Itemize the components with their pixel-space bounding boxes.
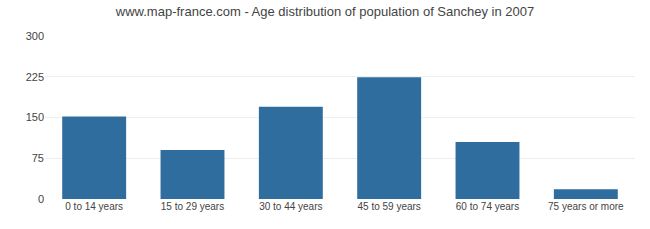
- svg-text:0: 0: [38, 193, 44, 205]
- svg-text:150: 150: [26, 111, 44, 123]
- svg-text:0 to 14 years: 0 to 14 years: [65, 201, 123, 212]
- svg-text:45 to 59 years: 45 to 59 years: [357, 201, 420, 212]
- svg-text:15 to 29 years: 15 to 29 years: [161, 201, 224, 212]
- svg-text:30 to 44 years: 30 to 44 years: [259, 201, 322, 212]
- svg-text:60 to 74 years: 60 to 74 years: [456, 201, 519, 212]
- svg-text:225: 225: [26, 71, 44, 83]
- svg-text:300: 300: [26, 30, 44, 42]
- svg-text:75 years or more: 75 years or more: [548, 201, 624, 212]
- svg-text:www.map-france.com - Age distr: www.map-france.com - Age distribution of…: [115, 4, 534, 19]
- svg-text:75: 75: [32, 152, 44, 164]
